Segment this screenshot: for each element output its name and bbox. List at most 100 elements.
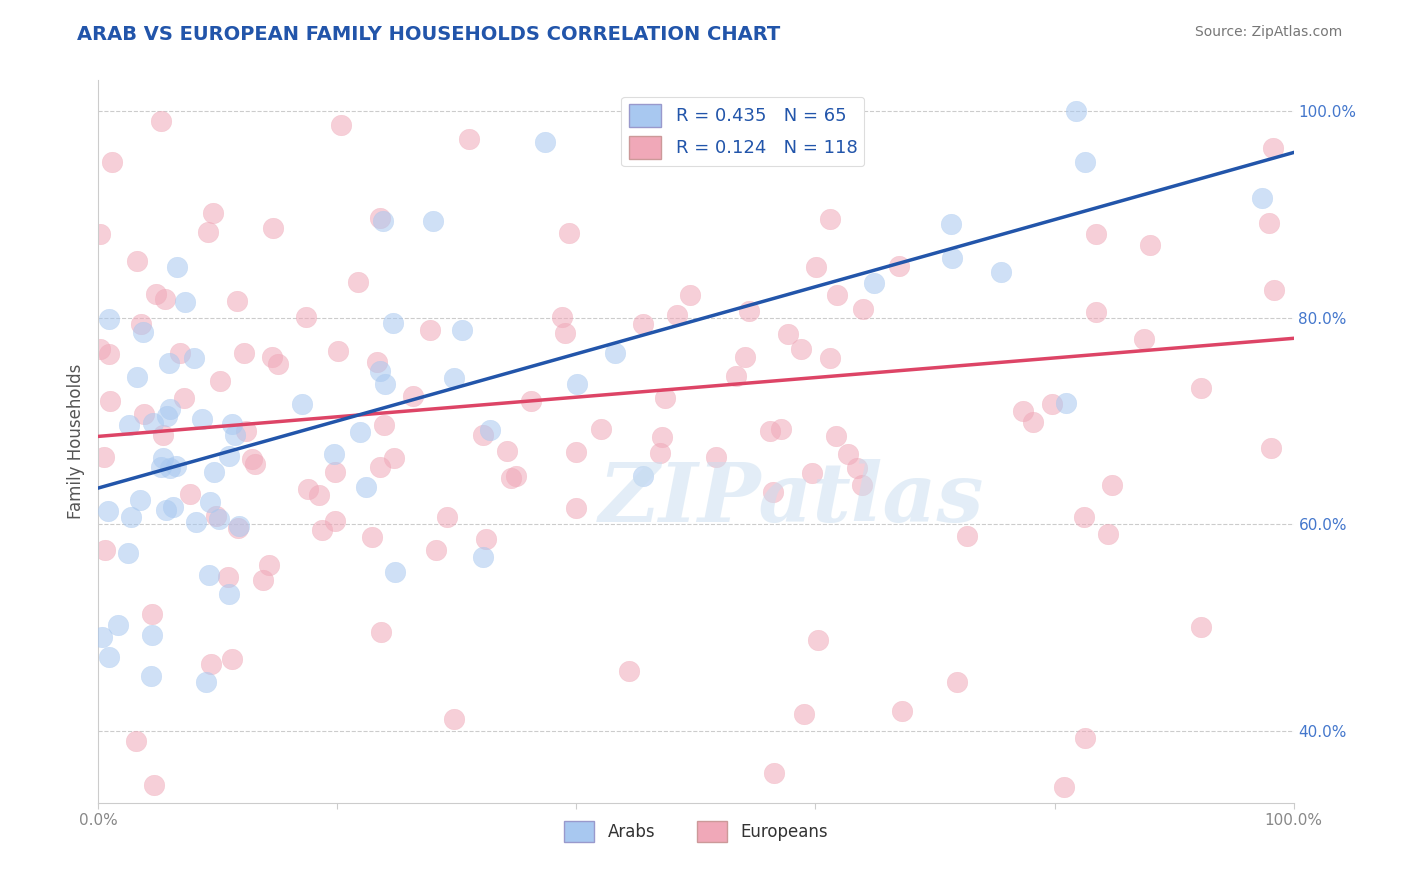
Point [471,549,494,564]
Point [209,374,232,388]
Point [173,391,195,405]
Point [759,424,782,438]
Point [218,587,240,601]
Point [1260,441,1282,455]
Point [551,310,574,324]
Point [863,277,886,291]
Point [118,417,141,432]
Point [567,376,589,391]
Point [149,113,172,128]
Point [260,350,283,364]
Point [93,450,115,464]
Point [207,512,229,526]
Point [824,428,846,442]
Point [165,459,187,474]
Point [97,504,120,518]
Point [845,461,868,475]
Point [107,618,129,632]
Point [651,430,673,444]
Point [308,488,330,502]
Point [325,466,347,480]
Point [89,227,111,241]
Point [1022,415,1045,429]
Point [221,652,243,666]
Point [142,416,165,430]
Point [267,357,290,371]
Point [311,523,333,537]
Point [184,515,207,529]
Point [505,469,527,483]
Point [141,607,163,622]
Point [458,131,481,145]
Point [226,521,249,535]
Point [240,452,263,467]
Point [471,427,494,442]
Point [128,493,150,508]
Point [793,706,815,721]
Point [366,354,388,368]
Point [1258,216,1281,230]
Point [820,211,842,226]
Point [1064,104,1087,119]
Point [152,428,174,442]
Point [218,449,240,463]
Point [132,325,155,339]
Point [1189,620,1212,634]
Point [671,826,693,840]
Point [419,323,441,337]
Point [235,424,257,438]
Point [349,425,371,440]
Point [806,260,828,274]
Point [825,287,848,301]
Point [889,260,911,274]
Point [117,545,139,559]
Point [436,510,458,524]
Point [564,500,586,515]
Point [143,778,166,792]
Point [228,519,250,533]
Point [346,275,368,289]
Point [496,444,519,458]
Point [1101,478,1123,492]
Legend: Arabs, Europeans: Arabs, Europeans [558,814,834,848]
Point [373,377,395,392]
Point [787,118,810,132]
Point [93,542,115,557]
Point [851,478,873,492]
Point [818,351,841,365]
Point [1074,731,1097,746]
Point [157,356,180,370]
Point [382,450,405,465]
Point [125,370,148,384]
Point [1073,510,1095,524]
Point [425,543,447,558]
Point [704,450,727,464]
Point [1054,396,1077,410]
Point [384,565,406,579]
Point [89,342,111,356]
Point [159,402,181,417]
Point [205,509,228,524]
Point [330,118,353,132]
Point [139,668,162,682]
Point [145,287,167,301]
Point [202,206,225,220]
Point [1011,403,1033,417]
Point [402,389,425,403]
Point [1139,237,1161,252]
Point [370,211,392,226]
Point [97,347,120,361]
Point [291,397,314,411]
Point [169,345,191,359]
Point [191,412,214,426]
Point [648,446,671,460]
Point [150,460,173,475]
Point [776,326,799,341]
Point [141,628,163,642]
Point [173,295,195,310]
Point [631,469,654,483]
Point [252,573,274,587]
Point [183,351,205,366]
Point [990,265,1012,279]
Point [1074,154,1097,169]
